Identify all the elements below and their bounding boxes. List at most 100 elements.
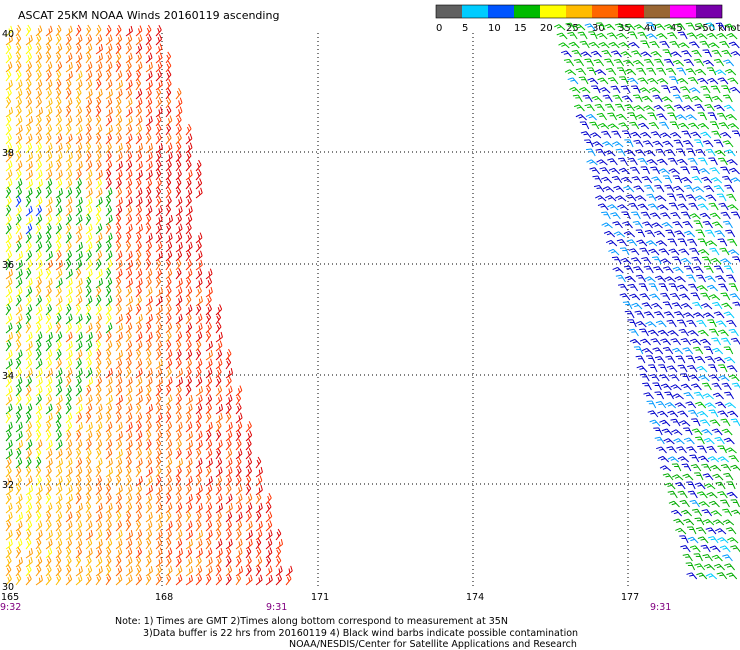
wind-barb (15, 97, 23, 109)
wind-barb (85, 538, 93, 550)
wind-barb (15, 33, 22, 46)
wind-barb (95, 213, 102, 226)
wind-barb (705, 148, 716, 157)
wind-barb (75, 547, 83, 559)
wind-barb (619, 247, 630, 256)
wind-barb (115, 24, 122, 37)
wind-barb (35, 546, 42, 559)
wind-barb (135, 412, 143, 424)
wind-barb (717, 456, 730, 463)
wind-barb (654, 275, 666, 283)
wind-barb (205, 411, 212, 424)
wind-barb (85, 367, 93, 379)
wind-barb (75, 439, 83, 451)
wind-barb (145, 511, 153, 523)
wind-barb (215, 511, 222, 523)
wind-barb (125, 376, 133, 388)
wind-barb (628, 31, 638, 40)
wind-barb (643, 58, 655, 67)
wind-barb (5, 475, 12, 487)
wind-barb (710, 464, 722, 472)
wind-barb (75, 529, 83, 541)
wind-barb (115, 385, 123, 397)
wind-barb (727, 77, 739, 85)
wind-barb (35, 79, 43, 91)
wind-barb (115, 79, 123, 91)
wind-barb (125, 268, 133, 280)
wind-barb (624, 23, 636, 31)
wind-barb (75, 385, 83, 397)
wind-barb (155, 511, 163, 523)
wind-barb (35, 465, 42, 478)
wind-barb (720, 292, 731, 301)
wind-barb (15, 564, 22, 577)
wind-barb (35, 447, 42, 460)
wind-barb (15, 376, 23, 388)
wind-barb (75, 24, 82, 37)
wind-barb (716, 32, 728, 40)
wind-barb (85, 394, 93, 406)
wind-barb (636, 67, 647, 76)
wind-barb (25, 87, 32, 100)
wind-barb (5, 313, 13, 325)
wind-barb (5, 332, 14, 343)
wind-barb (15, 79, 23, 91)
wind-barb (55, 249, 62, 262)
wind-barb (175, 394, 182, 406)
wind-barb (35, 358, 43, 370)
lon-tick-label: 174 (466, 592, 484, 603)
wind-barb (145, 457, 153, 469)
wind-barb (596, 159, 608, 166)
wind-barb (650, 131, 662, 139)
wind-barb (672, 59, 684, 67)
wind-barb (135, 502, 143, 514)
wind-barb (115, 547, 123, 559)
wind-barb (155, 474, 162, 487)
wind-barb (45, 502, 53, 514)
colorbar-segment (540, 5, 566, 18)
wind-barb (115, 510, 122, 523)
wind-barb (704, 355, 716, 364)
wind-barb (175, 412, 182, 424)
wind-barb (672, 393, 684, 400)
wind-barb (95, 511, 103, 523)
wind-barb (25, 195, 32, 208)
colorbar-segment (696, 5, 722, 18)
wind-barb (45, 547, 53, 559)
wind-barb (15, 430, 23, 442)
wind-barb (145, 249, 152, 262)
wind-barb (622, 301, 633, 310)
wind-barb (275, 546, 282, 559)
wind-barb (659, 121, 670, 130)
wind-barb (673, 311, 685, 319)
wind-barb (75, 214, 83, 226)
wind-barb (165, 196, 172, 208)
wind-barb (125, 474, 132, 487)
wind-barb (610, 212, 621, 220)
wind-barb (594, 103, 605, 112)
wind-barb (623, 230, 636, 238)
wind-barb (721, 49, 732, 58)
wind-barb (85, 24, 92, 37)
wind-barb (195, 322, 203, 334)
wind-barb (701, 509, 713, 517)
wind-barb (25, 321, 32, 334)
wind-barb (165, 87, 172, 100)
wind-barb (175, 439, 182, 451)
wind-barb (145, 411, 152, 424)
wind-barb (55, 564, 62, 577)
wind-barb (635, 195, 647, 202)
wind-barb (235, 393, 242, 406)
wind-barb (690, 131, 702, 139)
wind-barb (682, 553, 693, 562)
wind-barb (195, 447, 202, 460)
wind-barb (55, 69, 62, 82)
wind-barb (5, 232, 12, 244)
wind-barb (195, 474, 202, 487)
wind-barb (145, 367, 153, 379)
wind-barb (55, 430, 62, 442)
wind-barb (55, 78, 62, 91)
wind-barb (145, 88, 152, 100)
wind-barb (155, 123, 162, 136)
wind-barb (205, 384, 212, 397)
